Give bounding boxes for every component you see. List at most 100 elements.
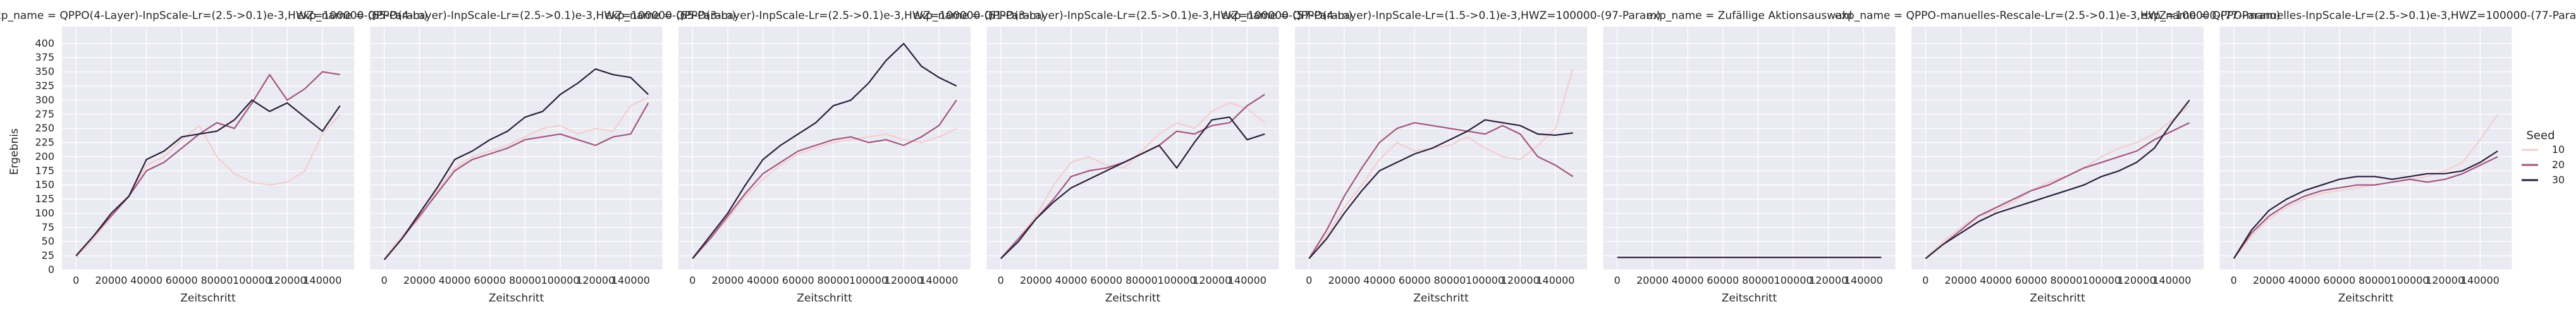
series-line-seed-30 — [1000, 116, 1265, 259]
x-tick-label: 20000 — [1944, 274, 1977, 286]
x-tick-label: 80000 — [2358, 274, 2391, 286]
plot-background — [678, 27, 971, 270]
y-tick-label: 75 — [42, 221, 54, 233]
plot-background — [62, 27, 354, 270]
y-tick-label: 25 — [42, 250, 54, 262]
panel-title: exp_name = QPPO(4-Layer)-InpScale-Lr=(2.… — [0, 9, 427, 22]
y-tick-label: 50 — [42, 235, 54, 247]
y-axis-label: Ergebnis — [8, 128, 21, 175]
x-axis-label: Zeitschritt — [2030, 292, 2085, 305]
plot-background — [986, 27, 1279, 270]
y-tick-label: 350 — [35, 66, 54, 78]
x-tick-label: 20000 — [1636, 274, 1669, 286]
x-tick-label: 60000 — [1090, 274, 1122, 286]
x-tick-label: 120000 — [1501, 274, 1540, 286]
x-tick-label: 0 — [1614, 274, 1621, 286]
x-tick-label: 100000 — [1774, 274, 1813, 286]
y-tick-label: 225 — [35, 137, 54, 149]
y-tick-label: 0 — [48, 264, 54, 276]
x-tick-label: 0 — [998, 274, 1004, 286]
y-tick-label: 325 — [35, 80, 54, 92]
x-axis-label: Zeitschritt — [1413, 292, 1469, 305]
panel-title: exp_name = QPPO-manuelles-Rescale-Lr=(2.… — [1835, 9, 2281, 22]
legend-label-seed-20: 20 — [2552, 159, 2565, 171]
x-tick-label: 140000 — [1536, 274, 1574, 286]
x-tick-label: 40000 — [747, 274, 779, 286]
legend: Seed 10 20 30 — [2522, 129, 2565, 186]
x-tick-label: 120000 — [2118, 274, 2156, 286]
plot-background — [2219, 27, 2512, 270]
x-tick-label: 100000 — [849, 274, 888, 286]
x-tick-label: 80000 — [817, 274, 849, 286]
x-tick-label: 40000 — [130, 274, 163, 286]
x-tick-label: 140000 — [611, 274, 650, 286]
legend-title: Seed — [2527, 129, 2555, 142]
x-tick-label: 120000 — [1809, 274, 1848, 286]
series-line-seed-30 — [1308, 119, 1573, 259]
panel-5: 0 20000 40000 60000 80000 100000120000140000e… — [1222, 9, 1661, 305]
x-axis-label: Zeitschritt — [1105, 292, 1161, 305]
x-tick-label: 40000 — [1672, 274, 1704, 286]
x-tick-label: 80000 — [200, 274, 233, 286]
y-tick-label: 100 — [35, 207, 54, 219]
series-line-seed-30 — [1925, 99, 2190, 259]
x-tick-label: 40000 — [1055, 274, 1088, 286]
x-tick-label: 60000 — [782, 274, 814, 286]
series-line-seed-20 — [75, 71, 340, 257]
x-tick-label: 120000 — [885, 274, 923, 286]
x-tick-label: 20000 — [1020, 274, 1052, 286]
series-line-seed-30 — [2233, 150, 2498, 259]
x-tick-label: 100000 — [1466, 274, 1504, 286]
x-tick-label: 0 — [73, 274, 79, 286]
x-tick-label: 140000 — [919, 274, 958, 286]
x-tick-label: 80000 — [2050, 274, 2082, 286]
x-tick-label: 140000 — [1844, 274, 1883, 286]
panel-title: exp_name = QPPO-manuelles-InpScale-Lr=(2… — [2141, 9, 2576, 22]
x-tick-label: 20000 — [1328, 274, 1360, 286]
series-line-seed-20 — [692, 99, 957, 259]
x-tick-label: 60000 — [1399, 274, 1431, 286]
x-tick-label: 40000 — [1980, 274, 2012, 286]
panel-title: exp_name = QPPO(4-Layer)-InpScale-Lr=(2.… — [297, 9, 736, 22]
x-tick-label: 140000 — [1228, 274, 1267, 286]
x-tick-label: 80000 — [1742, 274, 1774, 286]
x-tick-label: 20000 — [95, 274, 127, 286]
y-tick-label: 125 — [35, 193, 54, 205]
x-tick-label: 140000 — [2152, 274, 2191, 286]
series-line-seed-20 — [1308, 122, 1574, 259]
x-axis-label: Zeitschritt — [2338, 292, 2394, 305]
series-line-seed-30 — [692, 42, 957, 259]
series-line-seed-30 — [383, 68, 649, 260]
x-tick-label: 40000 — [439, 274, 471, 286]
plot-background — [1295, 27, 1587, 270]
series-line-seed-10 — [1925, 105, 2190, 259]
x-tick-label: 100000 — [541, 274, 580, 286]
series-line-seed-10 — [1308, 68, 1574, 259]
series-line-seed-20 — [1925, 122, 2190, 259]
panel-2: 0 20000 40000 60000 80000 100000120000140000e… — [297, 9, 736, 305]
x-tick-label: 20000 — [403, 274, 436, 286]
y-tick-label: 250 — [35, 122, 54, 134]
x-tick-label: 120000 — [2426, 274, 2464, 286]
panel-title: exp_name = QPPO(3-Layer)-InpScale-Lr=(2.… — [605, 9, 1045, 22]
x-tick-label: 100000 — [1158, 274, 1196, 286]
x-tick-label: 120000 — [576, 274, 615, 286]
legend-label-seed-10: 10 — [2552, 143, 2565, 155]
x-tick-label: 40000 — [2288, 274, 2321, 286]
x-axis-label: Zeitschritt — [1722, 292, 1777, 305]
panel-8: 0 20000 40000 60000 80000 100000120000140000e… — [2141, 9, 2576, 305]
y-tick-label: 175 — [35, 164, 54, 176]
x-axis-label: Zeitschritt — [180, 292, 236, 305]
x-tick-label: 60000 — [166, 274, 198, 286]
x-tick-label: 60000 — [1707, 274, 1739, 286]
series-line-seed-20 — [2233, 155, 2498, 259]
y-tick-label: 400 — [35, 37, 54, 49]
x-tick-label: 60000 — [2323, 274, 2355, 286]
y-tick-label: 200 — [35, 150, 54, 162]
x-tick-label: 60000 — [474, 274, 506, 286]
x-tick-label: 0 — [381, 274, 388, 286]
legend-label-seed-30: 30 — [2552, 174, 2565, 186]
x-tick-label: 20000 — [711, 274, 744, 286]
